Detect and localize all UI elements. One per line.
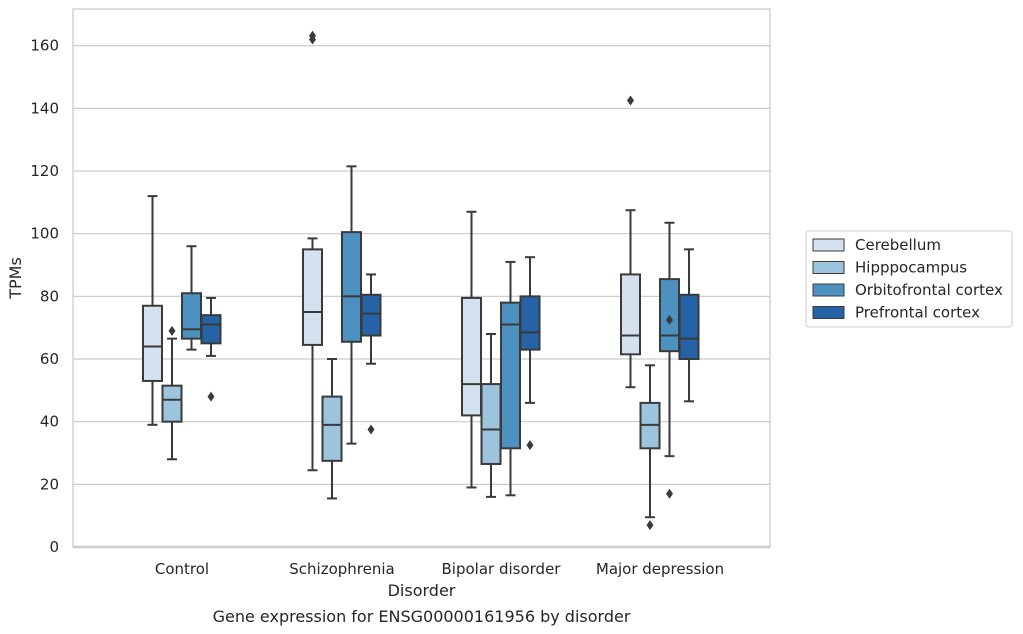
legend-swatch [812,261,845,274]
box-1-2 [480,332,502,498]
box-iqr [678,293,700,361]
box-iqr [302,248,323,346]
y-axis-ticks: 0 20 40 60 80 100 120 140 160 [30,37,59,556]
box-3-2 [519,256,541,451]
x-tick-label: Control [155,560,209,578]
y-tick-label: 20 [40,475,59,493]
box-iqr [461,296,482,417]
box-0-3 [620,95,641,389]
x-tick-label: Schizophrenia [289,560,394,578]
box-iqr [519,295,541,351]
box-iqr [500,301,521,450]
box-3-3 [678,248,700,403]
y-tick-label: 0 [49,538,59,556]
box-2-3 [659,221,680,499]
x-axis-ticks: Control Schizophrenia Bipolar disorder Majo… [155,560,724,578]
y-tick-label: 160 [30,37,59,55]
box-iqr [161,384,183,423]
y-tick-label: 140 [30,99,59,117]
box-0-0 [142,195,163,426]
legend-frame [805,230,1013,328]
legend-label: Cerebellum [855,236,941,254]
legend-swatch [812,306,845,319]
y-tick-label: 80 [40,287,59,305]
outlier-point [627,95,634,106]
plot-area-frame [72,8,771,548]
chart-caption: Gene expression for ENSG00000161956 by d… [213,607,631,626]
box-iqr [360,293,382,337]
x-axis-title: Disorder [388,581,456,600]
box-iqr [321,395,343,462]
box-iqr [620,273,641,356]
box-plot-series [142,30,700,531]
y-tick-label: 120 [30,162,59,180]
outlier-point [207,391,215,402]
box-2-2 [500,260,521,497]
y-tick-label: 60 [40,350,59,368]
box-iqr [480,383,502,465]
box-iqr [181,292,202,340]
y-tick-label: 40 [40,413,59,431]
legend: Cerebellum Hipppocampus Orbitofrontal cort… [805,230,1013,328]
box-iqr [200,314,222,345]
outlier-point [666,314,673,325]
y-tick-label: 100 [30,225,59,243]
box-1-3 [639,364,661,531]
legend-swatch [812,238,845,252]
box-1-0 [161,325,183,461]
legend-label: Hipppocampus [855,259,967,277]
box-2-0 [181,245,202,351]
outlier-point [309,30,316,41]
box-0-2 [461,210,482,489]
outlier-point [666,488,673,499]
box-iqr [142,304,163,382]
legend-label: Prefrontal cortex [855,304,980,322]
box-1-1 [321,358,343,500]
box-3-1 [360,273,382,435]
legend-swatch [812,283,845,297]
x-tick-label: Major depression [596,560,724,578]
box-iqr [341,231,362,343]
box-2-1 [341,165,362,445]
legend-label: Orbitofrontal cortex [855,281,1003,299]
x-tick-label: Bipolar disorder [442,560,562,578]
box-0-1 [302,30,323,472]
outlier-point [168,325,176,336]
outlier-point [646,520,654,531]
outlier-point [526,440,534,451]
box-3-0 [200,296,222,402]
y-axis-title: TPMs [6,257,25,300]
outlier-point [367,424,375,435]
